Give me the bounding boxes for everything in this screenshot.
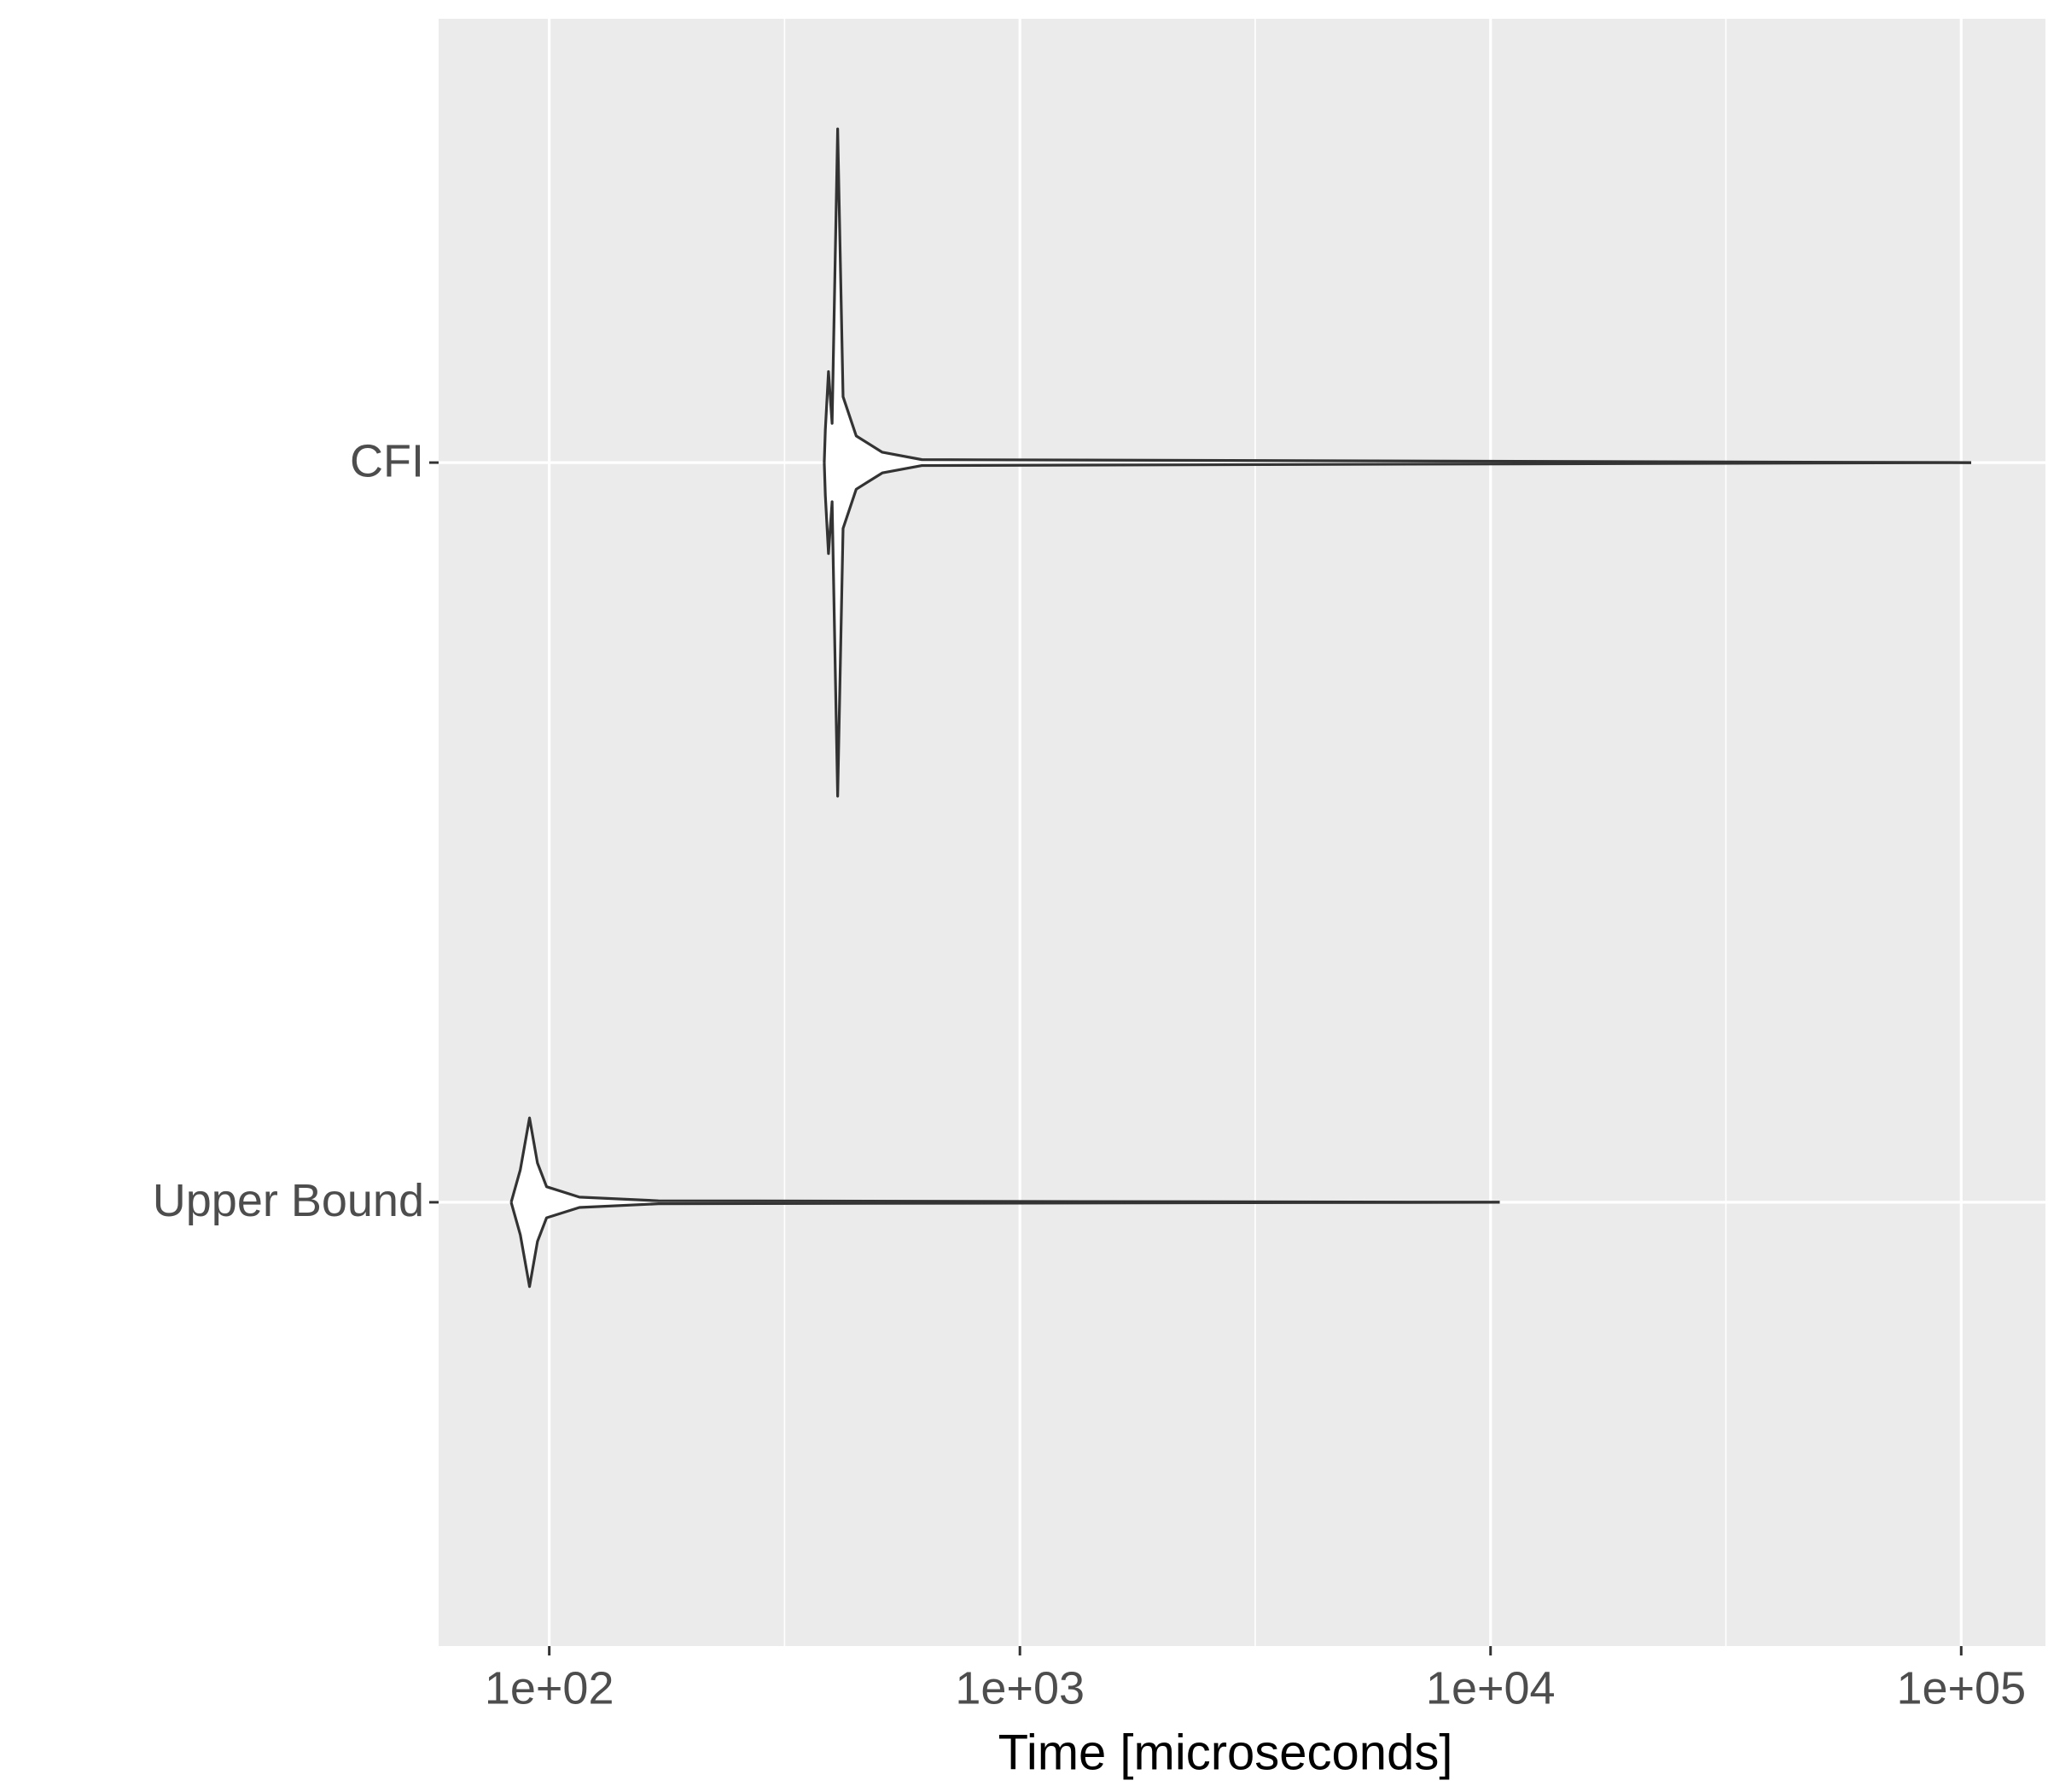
violin-outline (509, 1116, 1500, 1204)
plot-panel (439, 19, 2045, 1646)
violin-outline (823, 127, 1971, 464)
x-axis-title: Time [microseconds] (998, 1725, 1453, 1780)
violin-outline (823, 461, 1971, 798)
x-tick-label: 1e+03 (955, 1662, 1085, 1713)
x-tick-label: 1e+04 (1426, 1662, 1556, 1713)
violin-outline (509, 1201, 1500, 1289)
x-tick-label: 1e+05 (1896, 1662, 2026, 1713)
y-tick-label: Upper Bound (153, 1175, 424, 1226)
y-tick-label: CFI (350, 435, 424, 486)
x-tick-label: 1e+02 (485, 1662, 614, 1713)
